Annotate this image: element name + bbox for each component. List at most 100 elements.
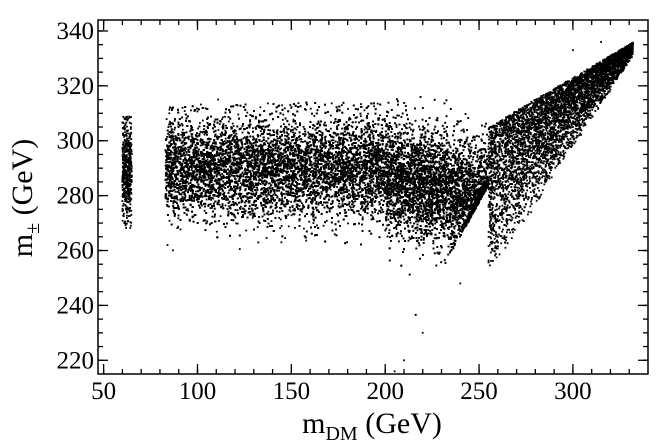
scatter-point [208,161,211,164]
scatter-point [341,104,343,106]
scatter-point [199,122,201,124]
scatter-point [129,133,132,136]
scatter-point [308,220,311,223]
scatter-point [124,165,126,168]
scatter-point [127,152,130,155]
scatter-point [374,148,377,150]
scatter-point [281,119,284,121]
scatter-point [317,148,319,151]
scatter-point [240,205,242,208]
scatter-point [248,155,251,158]
scatter-point [190,169,193,171]
scatter-point [128,169,131,172]
scatter-point [371,167,373,170]
scatter-point [235,151,238,153]
scatter-point [184,195,187,198]
scatter-point [339,141,341,144]
scatter-point [122,153,125,156]
scatter-point [242,152,245,155]
scatter-point [323,175,325,177]
scatter-point [126,119,129,122]
scatter-point [331,195,334,197]
scatter-point [367,124,370,126]
scatter-point [284,134,286,137]
scatter-point [186,199,189,202]
scatter-point [328,151,331,154]
scatter-point [244,189,246,192]
scatter-point [166,205,169,208]
scatter-point [235,169,238,172]
scatter-point [125,178,128,180]
scatter-point [277,145,280,148]
scatter-point [129,153,132,155]
scatter-point [234,146,237,149]
scatter-point [332,206,334,208]
scatter-point [280,203,283,206]
scatter-point [281,203,284,205]
scatter-point [287,167,289,170]
scatter-point [279,218,282,221]
scatter-point [183,131,186,134]
scatter-point [359,177,362,180]
scatter-point [294,132,297,135]
scatter-point [226,141,228,144]
scatter-point [338,153,341,155]
scatter-point [121,207,124,210]
scatter-point [260,120,262,123]
scatter-point [236,157,239,160]
scatter-point [129,203,132,206]
scatter-point [376,170,378,172]
scatter-point [130,174,133,177]
scatter-point [290,200,292,203]
scatter-point [338,202,341,205]
scatter-point [230,219,233,221]
scatter-point [364,125,366,128]
scatter-point [215,195,218,197]
scatter-point [239,168,241,171]
scatter-point [367,105,370,107]
scatter-point [252,175,254,177]
scatter-point [344,169,346,171]
scatter-point [314,154,317,157]
scatter-point [367,156,370,159]
scatter-point [124,224,127,227]
scatter-point [172,139,174,142]
scatter-point [122,115,125,118]
scatter-point [251,159,253,162]
scatter-point [382,135,384,138]
scatter-point [126,200,129,203]
scatter-point [233,129,236,131]
scatter-point [338,178,341,180]
scatter-point [121,210,124,213]
scatter-point [128,121,131,124]
scatter-point [222,165,225,168]
scatter-point [181,154,184,157]
scatter-point [336,108,339,111]
scatter-point [129,176,132,179]
scatter-point [227,175,230,178]
scatter-point [127,149,130,152]
scatter-point [126,137,128,140]
scatter-point [130,192,133,195]
scatter-point [232,132,235,134]
scatter-point [182,160,185,163]
scatter-point [126,217,128,219]
scatter-point [348,205,351,208]
scatter-point [127,197,130,200]
scatter-point [183,110,186,112]
scatter-point [123,164,126,166]
scatter-point [224,162,227,165]
scatter-point [292,213,295,215]
scatter-point [122,209,124,211]
scatter-point [257,126,260,129]
scatter-point [350,152,353,155]
scatter-point [349,149,352,152]
scatter-point [336,177,339,180]
scatter-point [302,150,305,153]
scatter-point [121,146,124,149]
scatter-point [362,181,364,184]
scatter-point [364,141,367,144]
scatter-point [191,170,194,173]
scatter-point [126,176,129,178]
scatter-point [300,149,303,151]
